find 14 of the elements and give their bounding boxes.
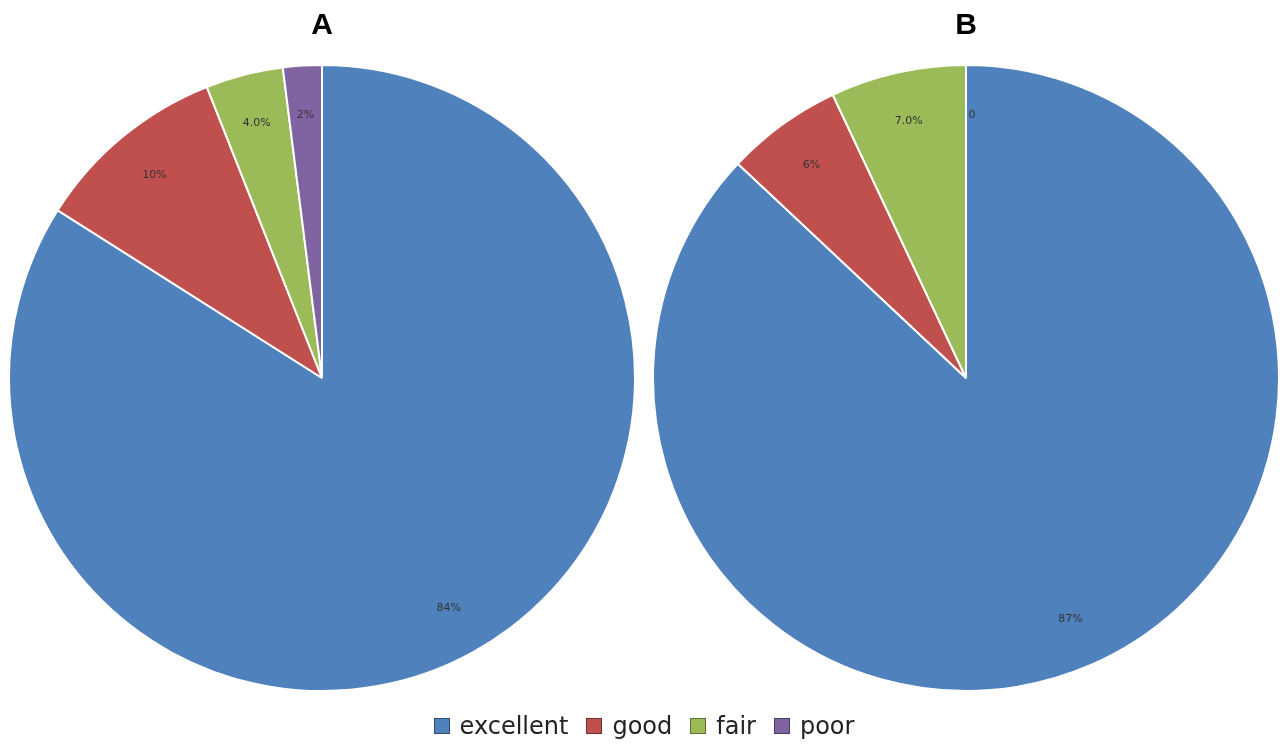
data-label: 84% [436,601,461,615]
text: 0 [968,107,976,121]
data-label: 6% [802,158,821,172]
legend-label: poor [799,712,855,740]
legend-label: fair [716,712,756,740]
data-label: 87% [1058,612,1083,626]
slice-label: excellent [459,712,569,740]
data-label: 10% [142,168,167,182]
data-label: 2% [296,108,315,122]
legend-label: good [612,712,673,740]
chart-title: B [955,7,977,41]
chart-title: A [311,7,333,41]
data-label: 4.0% [242,116,271,130]
data-label: 7.0% [894,114,923,128]
